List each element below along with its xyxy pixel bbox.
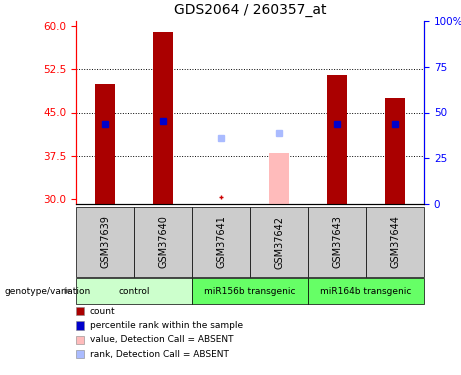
- Bar: [308, 278, 424, 304]
- Bar: [192, 207, 250, 277]
- Text: value, Detection Call = ABSENT: value, Detection Call = ABSENT: [90, 335, 233, 344]
- Text: control: control: [118, 286, 150, 296]
- Bar: [95, 84, 115, 204]
- Title: GDS2064 / 260357_at: GDS2064 / 260357_at: [174, 3, 326, 17]
- Text: GSM37640: GSM37640: [158, 216, 168, 268]
- Text: GSM37643: GSM37643: [332, 216, 342, 268]
- Bar: [153, 32, 173, 204]
- Text: GSM37639: GSM37639: [100, 216, 110, 268]
- Bar: [366, 207, 424, 277]
- Bar: [269, 153, 289, 204]
- Text: percentile rank within the sample: percentile rank within the sample: [90, 321, 243, 330]
- Bar: [76, 278, 192, 304]
- Bar: [385, 98, 405, 204]
- Text: rank, Detection Call = ABSENT: rank, Detection Call = ABSENT: [90, 350, 229, 358]
- Text: GSM37644: GSM37644: [390, 216, 400, 268]
- Bar: [327, 75, 347, 204]
- Text: count: count: [90, 307, 116, 316]
- Text: miR156b transgenic: miR156b transgenic: [204, 286, 296, 296]
- Bar: [192, 278, 308, 304]
- Bar: [76, 207, 134, 277]
- Bar: [134, 207, 192, 277]
- Text: miR164b transgenic: miR164b transgenic: [320, 286, 412, 296]
- Bar: [308, 207, 366, 277]
- Text: GSM37641: GSM37641: [216, 216, 226, 268]
- Bar: [250, 207, 308, 277]
- Text: genotype/variation: genotype/variation: [5, 286, 91, 296]
- Text: GSM37642: GSM37642: [274, 216, 284, 268]
